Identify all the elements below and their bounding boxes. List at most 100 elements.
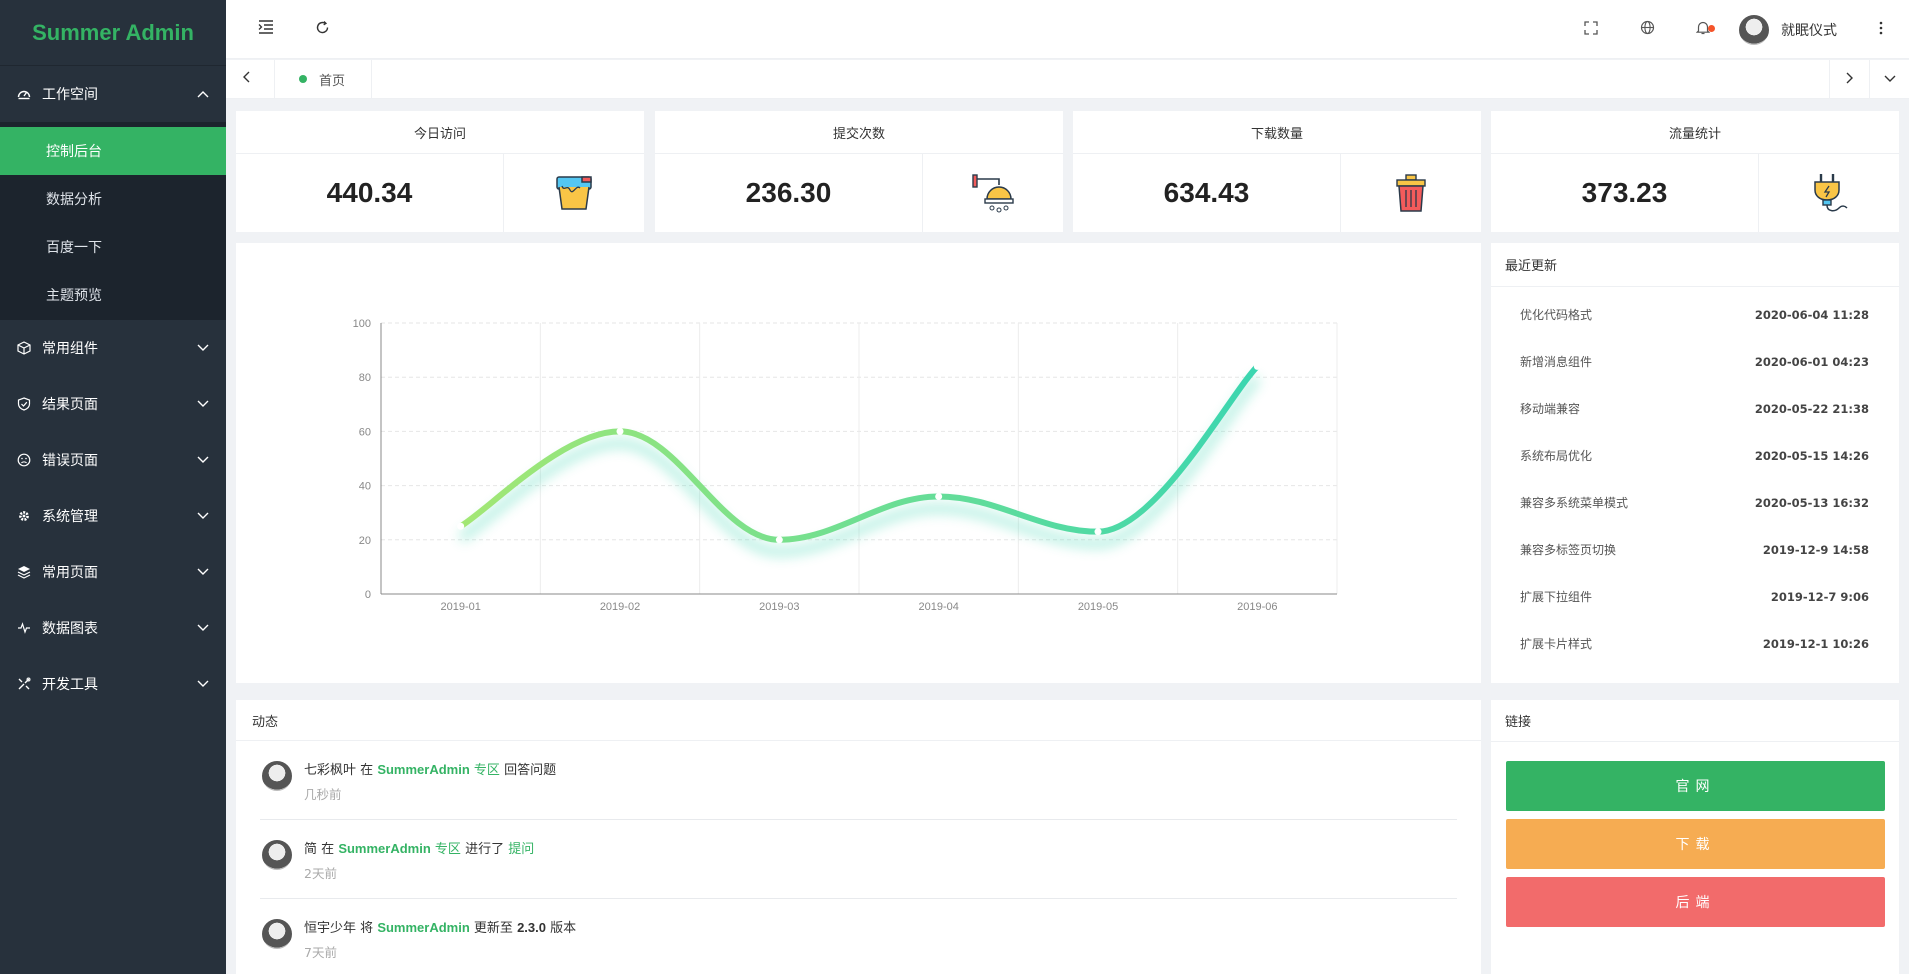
refresh-button[interactable] [294, 0, 350, 59]
data-point[interactable] [616, 427, 624, 435]
update-text: 系统布局优化 [1520, 449, 1593, 463]
activity-word: 版本 [550, 921, 577, 936]
chevron-down-icon [1884, 72, 1896, 87]
x-tick-label: 2019-01 [440, 601, 480, 613]
activity-text: 恒宇少年 将 SummerAdmin 更新至 2.3.0 版本 [304, 917, 576, 936]
activity-version: 2.3.0 [517, 920, 546, 935]
chevron-down-icon [196, 341, 210, 355]
tabs-scroll-right[interactable] [1829, 60, 1869, 99]
y-tick-label: 60 [359, 426, 371, 438]
fullscreen-button[interactable] [1563, 0, 1619, 59]
data-point[interactable] [1253, 362, 1261, 370]
y-tick-label: 80 [359, 372, 371, 384]
menu-group-devtools[interactable]: 开发工具 [0, 656, 226, 712]
shield-check-icon [16, 396, 32, 412]
user-menu[interactable]: 就眠仪式 [1731, 14, 1853, 45]
language-button[interactable] [1619, 0, 1675, 59]
activity-zone-link[interactable]: 专区 [473, 763, 500, 778]
update-date: 2020-06-04 11:28 [1754, 307, 1869, 322]
data-point[interactable] [457, 522, 465, 530]
chevron-down-icon [196, 621, 210, 635]
sidebar-item-console[interactable]: 控制后台 [0, 127, 226, 175]
sidebar-item-analysis[interactable]: 数据分析 [46, 192, 102, 208]
menu-group-charts[interactable]: 数据图表 [0, 600, 226, 656]
more-button[interactable] [1853, 0, 1909, 59]
menu-group-workspace[interactable]: 工作空间 [0, 66, 226, 122]
activity-word: 更新至 [473, 921, 513, 936]
activity-text: 七彩枫叶 在 SummerAdmin 专区 回答问题 [304, 759, 556, 778]
activity-word: 在 [321, 842, 335, 857]
menu-group-label: 常用页面 [42, 565, 98, 581]
brand-logo[interactable]: Summer Admin [0, 0, 226, 66]
menu-group-components[interactable]: 常用组件 [0, 320, 226, 376]
tabs-dropdown[interactable] [1869, 60, 1909, 99]
y-tick-label: 40 [359, 481, 371, 493]
menu-group-label: 系统管理 [42, 509, 98, 525]
series-line [457, 363, 1261, 543]
top-header: 就眠仪式 [226, 0, 1909, 59]
stat-title: 今日访问 [236, 111, 644, 154]
menu-group-errors[interactable]: 错误页面 [0, 432, 226, 488]
update-item[interactable]: 兼容多系统菜单模式 2020-05-13 16:32 [1491, 479, 1899, 526]
data-point[interactable] [1094, 528, 1102, 536]
activity-user[interactable]: 七彩枫叶 [304, 763, 357, 778]
chevron-down-icon [196, 453, 210, 467]
update-text: 兼容多系统菜单模式 [1520, 496, 1629, 510]
avatar [262, 761, 292, 791]
activity-project-link[interactable]: SummerAdmin [377, 762, 470, 777]
x-tick-label: 2019-05 [1078, 601, 1118, 613]
data-point[interactable] [935, 492, 943, 500]
paint-bucket-icon [504, 154, 644, 232]
menu-fold-button[interactable] [238, 0, 294, 59]
sidebar-item-theme-preview[interactable]: 主题预览 [46, 288, 102, 304]
menu-group-system[interactable]: 系统管理 [0, 488, 226, 544]
avatar [1739, 14, 1769, 45]
chart-card: 0 20 40 60 80 100 2019-01 2019-02 2019-03 2019-04… [236, 243, 1481, 683]
tab-label: 首页 [319, 73, 346, 89]
activity-user[interactable]: 简 [304, 842, 318, 857]
update-item[interactable]: 扩展卡片样式 2019-12-1 10:26 [1491, 620, 1899, 667]
update-item[interactable]: 兼容多标签页切换 2019-12-9 14:58 [1491, 526, 1899, 573]
sidebar-item-baidu[interactable]: 百度一下 [46, 240, 102, 256]
update-item[interactable]: 优化代码格式 2020-06-04 11:28 [1491, 291, 1899, 338]
update-item[interactable]: 新增消息组件 2020-06-01 04:23 [1491, 338, 1899, 385]
x-tick-label: 2019-06 [1237, 601, 1277, 613]
update-date: 2020-05-22 21:38 [1754, 401, 1869, 416]
tabs-scroll-left[interactable] [226, 60, 266, 99]
tab-home[interactable]: 首页 [274, 59, 373, 99]
activity-user[interactable]: 恒宇少年 [304, 921, 357, 936]
stat-card-traffic: 流量统计 373.23 [1491, 111, 1899, 232]
backend-button[interactable]: 后端 [1506, 877, 1885, 927]
stat-card-visits: 今日访问 440.34 [236, 111, 644, 232]
update-item[interactable]: 移动端兼容 2020-05-22 21:38 [1491, 385, 1899, 432]
tabs-right-controls [1829, 60, 1909, 99]
activity-card: 动态 七彩枫叶 在 SummerAdmin 专区 回答问题 几秒前 简 在 Su… [236, 700, 1481, 974]
globe-icon [1640, 20, 1655, 39]
activity-project-link[interactable]: SummerAdmin [338, 841, 431, 856]
update-date: 2019-12-7 9:06 [1770, 589, 1869, 604]
activity-item: 七彩枫叶 在 SummerAdmin 专区 回答问题 几秒前 [260, 741, 1457, 820]
menu-group-pages[interactable]: 常用页面 [0, 544, 226, 600]
x-tick-label: 2019-04 [918, 601, 958, 613]
active-tab-dot [299, 75, 307, 83]
update-item[interactable]: 系统布局优化 2020-05-15 14:26 [1491, 432, 1899, 479]
panel-title: 动态 [236, 700, 1481, 741]
activity-project-link[interactable]: SummerAdmin [377, 920, 470, 935]
panel-title: 最近更新 [1491, 243, 1899, 287]
chevron-down-icon [196, 677, 210, 691]
notification-button[interactable] [1675, 0, 1731, 59]
download-button[interactable]: 下载 [1506, 819, 1885, 869]
x-tick-label: 2019-03 [759, 601, 799, 613]
menu-group-results[interactable]: 结果页面 [0, 376, 226, 432]
activity-word: 在 [360, 763, 374, 778]
activity-zone-link[interactable]: 专区 [434, 842, 461, 857]
layers-icon [16, 564, 32, 580]
activity-question-link[interactable]: 提问 [508, 842, 535, 857]
update-item[interactable]: 扩展下拉组件 2019-12-7 9:06 [1491, 573, 1899, 620]
more-icon [1879, 21, 1883, 39]
y-tick-label: 100 [353, 318, 371, 330]
official-site-button[interactable]: 官网 [1506, 761, 1885, 811]
data-point[interactable] [775, 536, 783, 544]
chevron-right-icon [1846, 72, 1854, 88]
update-text: 扩展卡片样式 [1520, 637, 1593, 651]
